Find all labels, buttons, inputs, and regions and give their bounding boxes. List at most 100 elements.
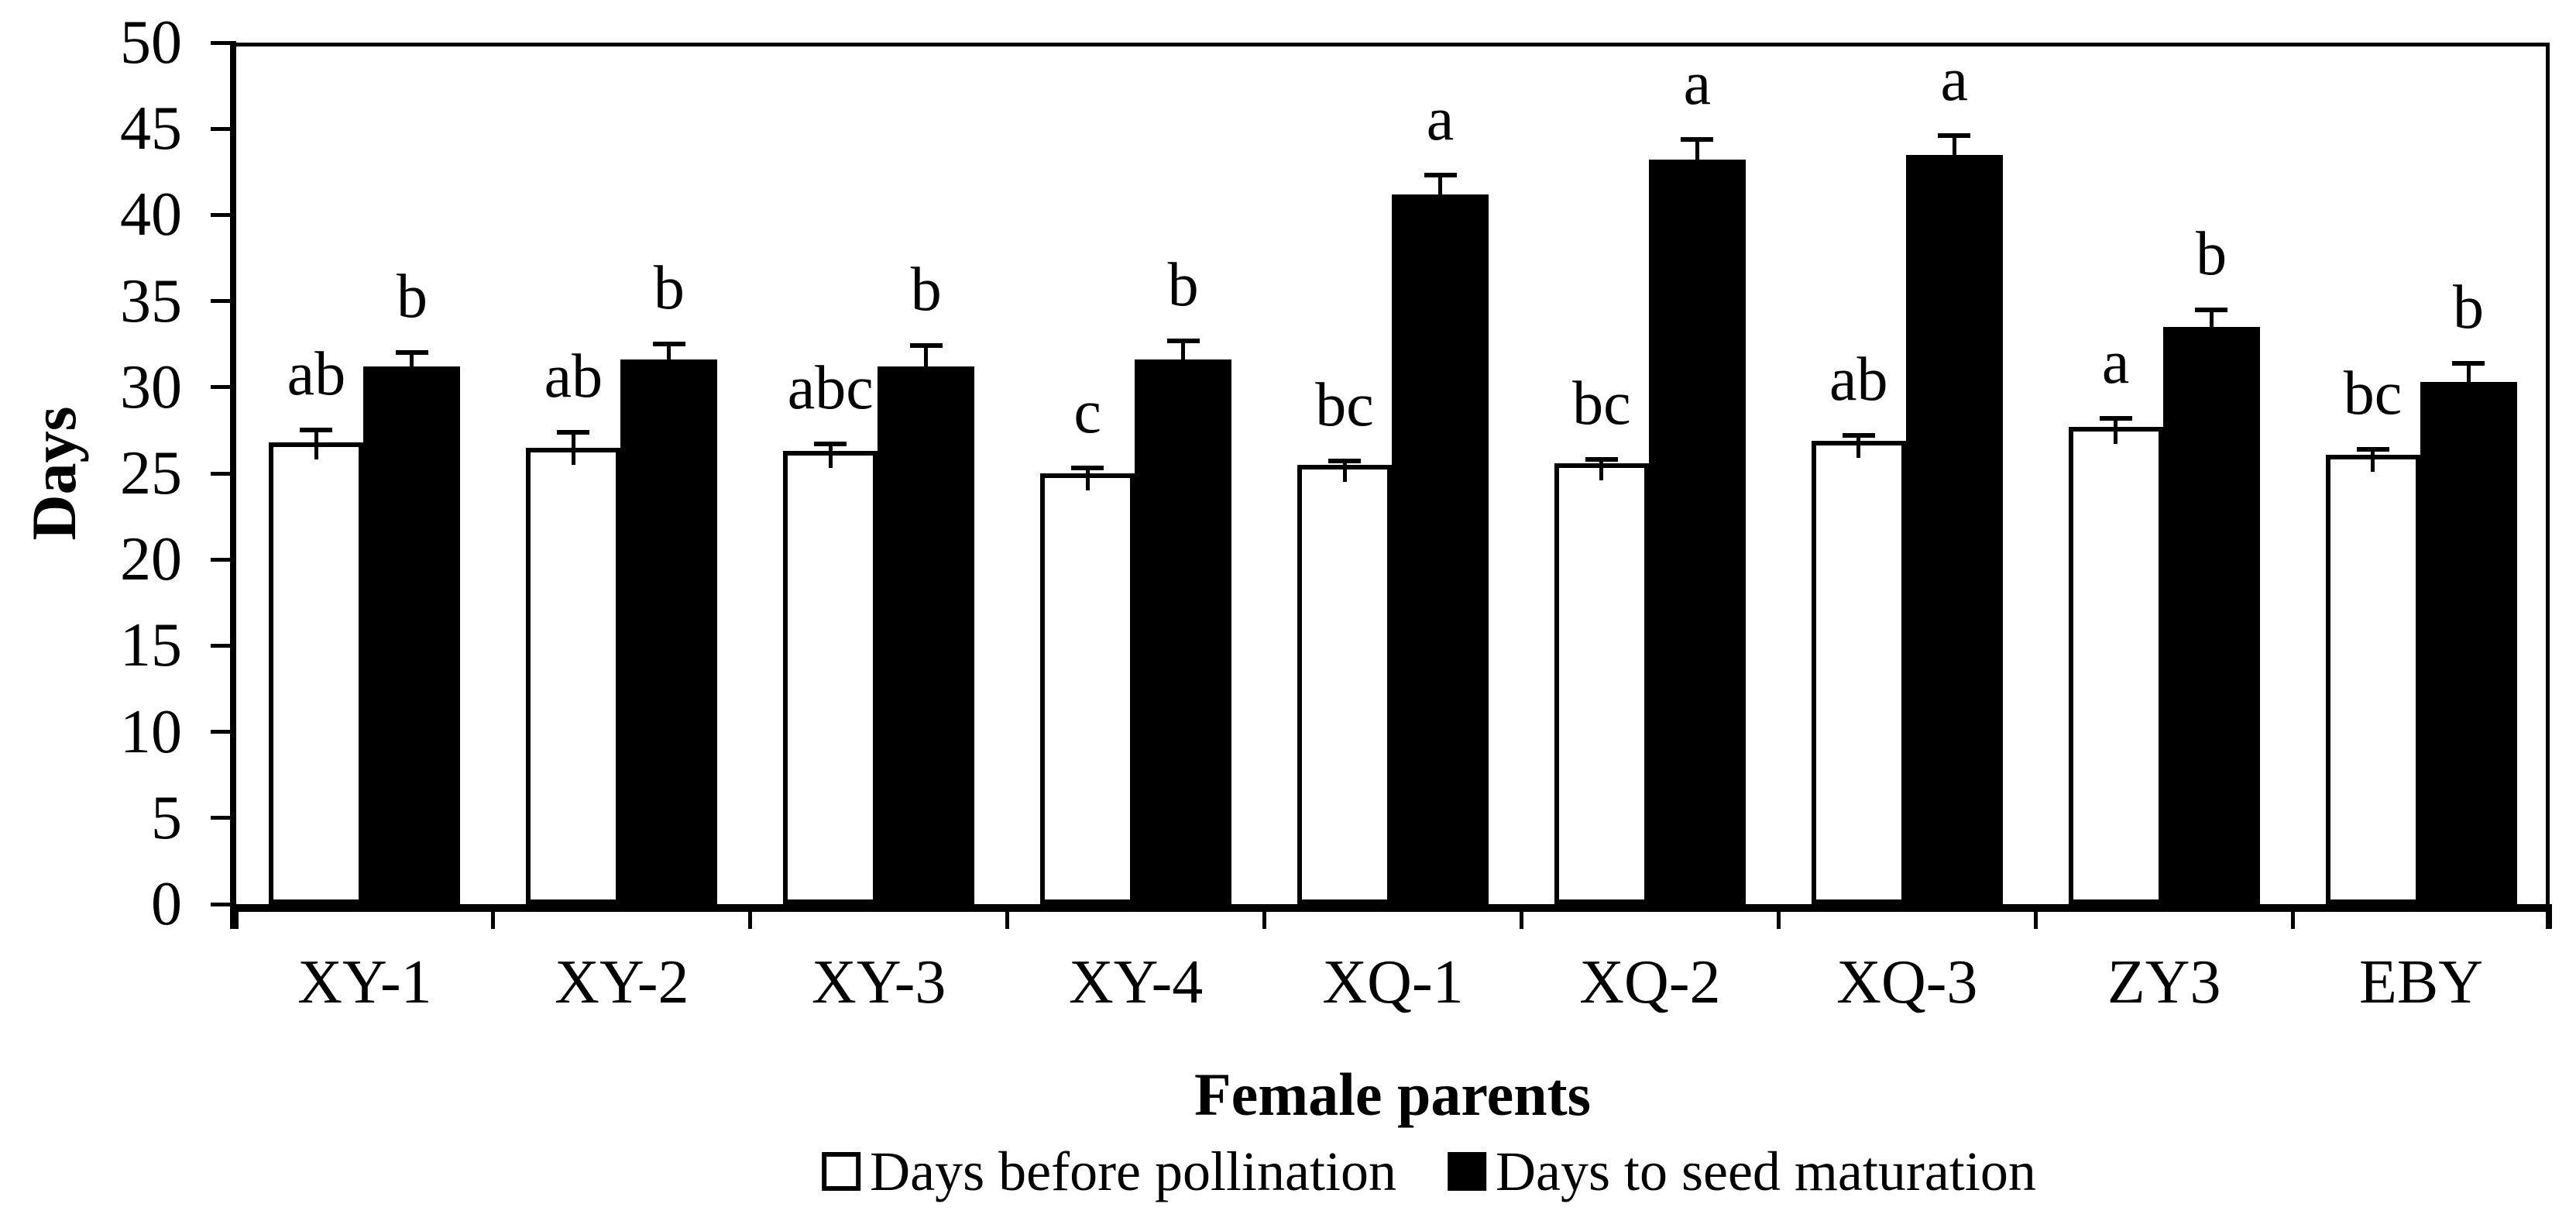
bar-days-before-pollination-XY-4 <box>1040 473 1135 904</box>
x-category-label: XQ-3 <box>1836 948 1978 1016</box>
x-tick <box>2290 904 2295 929</box>
significance-letter: b <box>1167 250 1199 319</box>
error-bar-stem <box>2114 418 2118 444</box>
bar-days-before-pollination-EBY <box>2325 454 2420 904</box>
significance-letter: a <box>1940 46 1969 115</box>
error-bar-stem <box>924 346 929 384</box>
error-bar-cap <box>1424 173 1457 178</box>
x-axis-title: Female parents <box>1194 1061 1591 1128</box>
legend-item: Days to seed maturation <box>1448 1144 2036 1199</box>
y-tick <box>211 40 236 45</box>
error-bar-cap <box>2356 446 2389 452</box>
x-category-label: XY-3 <box>812 948 946 1016</box>
error-bar-cap <box>2452 360 2485 366</box>
error-bar-stem <box>828 444 833 469</box>
x-category-label: XQ-1 <box>1322 948 1464 1016</box>
error-bar-stem <box>2371 449 2375 472</box>
bar-days-before-pollination-ZY3 <box>2068 426 2163 904</box>
y-tick <box>211 816 236 820</box>
legend-label: Days before pollination <box>870 1140 1396 1202</box>
y-tick <box>211 126 236 131</box>
y-tick <box>211 557 236 562</box>
significance-letter: b <box>396 263 428 332</box>
significance-letter: bc <box>1572 370 1631 439</box>
significance-letter: ab <box>544 342 603 411</box>
bar-days-to-seed-maturation-XY-4 <box>1135 359 1232 904</box>
significance-letter: a <box>2101 328 2130 397</box>
y-tick-label: 0 <box>151 870 182 938</box>
significance-letter: b <box>910 256 942 325</box>
legend-item: Days before pollination <box>822 1144 1396 1199</box>
bar-days-before-pollination-XY-3 <box>783 451 878 904</box>
x-category-label: XY-1 <box>297 948 432 1016</box>
error-bar-stem <box>410 353 414 384</box>
error-bar-cap <box>1328 459 1361 464</box>
significance-letter: b <box>2453 273 2485 342</box>
error-bar-stem <box>1085 468 1090 490</box>
y-tick-label: 10 <box>120 697 182 766</box>
black-square-swatch-icon <box>1448 1152 1486 1191</box>
y-tick-label: 25 <box>120 439 182 507</box>
y-tick-label: 30 <box>120 353 182 421</box>
x-axis-line <box>230 904 2550 912</box>
y-tick-label: 40 <box>120 181 182 249</box>
bar-days-before-pollination-XY-1 <box>269 442 364 904</box>
x-tick <box>1776 904 1781 929</box>
error-bar-cap <box>1166 338 1200 343</box>
y-tick-label: 35 <box>120 267 182 335</box>
significance-letter: ab <box>1829 346 1888 414</box>
x-tick <box>2033 904 2038 929</box>
bar-days-to-seed-maturation-XY-1 <box>363 366 461 904</box>
x-tick <box>491 904 496 929</box>
bar-days-to-seed-maturation-ZY3 <box>2162 326 2260 904</box>
error-bar-cap <box>2195 307 2228 312</box>
error-bar-cap <box>909 343 943 349</box>
y-axis-title: Days <box>19 406 89 541</box>
x-tick <box>1262 904 1267 929</box>
error-bar-stem <box>2209 309 2214 344</box>
y-tick-label: 15 <box>120 611 182 680</box>
y-tick <box>211 471 236 476</box>
significance-letter: bc <box>1315 371 1374 440</box>
plot-right-border <box>2546 43 2550 929</box>
significance-letter: a <box>1683 49 1712 118</box>
bar-days-before-pollination-XQ-2 <box>1554 463 1649 904</box>
error-bar-cap <box>1585 457 1618 463</box>
bar-days-to-seed-maturation-XQ-3 <box>1905 154 2003 904</box>
bar-days-to-seed-maturation-XY-3 <box>878 366 975 904</box>
significance-letter: a <box>1426 85 1455 154</box>
y-tick <box>211 730 236 734</box>
error-bar-cap <box>814 442 847 447</box>
white-square-swatch-icon <box>822 1152 861 1191</box>
error-bar-stem <box>1952 136 1956 172</box>
error-bar-stem <box>2466 363 2471 400</box>
bar-days-to-seed-maturation-XQ-2 <box>1648 160 1746 904</box>
error-bar-stem <box>1599 459 1604 480</box>
y-axis-line <box>230 43 236 929</box>
error-bar-stem <box>1695 139 1699 177</box>
error-bar-stem <box>1342 461 1347 482</box>
error-bar-stem <box>314 430 318 459</box>
significance-letter: abc <box>787 354 874 423</box>
bar-days-before-pollination-XY-2 <box>526 447 621 904</box>
bar-days-before-pollination-XQ-3 <box>1811 440 1906 904</box>
x-category-label: XY-4 <box>1068 948 1204 1016</box>
bar-days-to-seed-maturation-EBY <box>2420 382 2517 904</box>
x-category-label: XQ-2 <box>1579 948 1721 1016</box>
y-tick-label: 5 <box>151 783 182 852</box>
plot-top-border <box>230 43 2550 46</box>
y-tick-label: 45 <box>120 95 182 163</box>
legend: Days before pollination Days to seed matu… <box>822 1144 2036 1199</box>
error-bar-cap <box>557 429 590 435</box>
error-bar-cap <box>1681 136 1714 142</box>
x-category-label: EBY <box>2359 948 2484 1016</box>
x-tick <box>748 904 753 929</box>
error-bar-cap <box>2099 415 2132 421</box>
y-tick <box>211 385 236 390</box>
significance-letter: b <box>2196 219 2227 288</box>
x-category-label: ZY3 <box>2107 948 2221 1016</box>
error-bar-cap <box>300 428 333 433</box>
x-category-label: XY-2 <box>555 948 689 1016</box>
error-bar-cap <box>395 350 428 356</box>
